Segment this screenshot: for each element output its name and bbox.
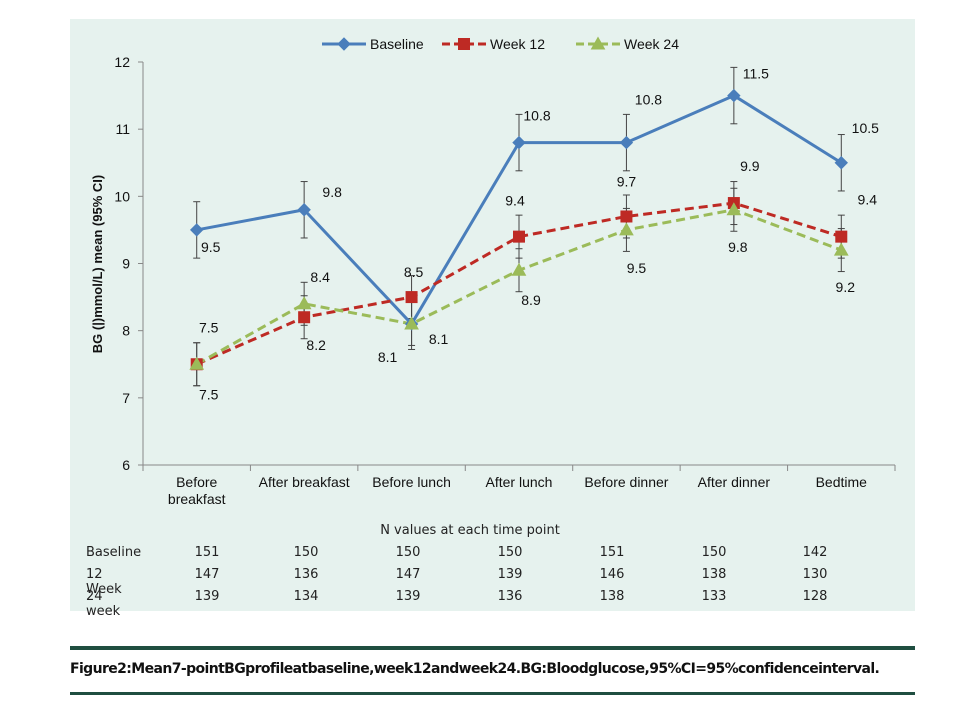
n-table-cell: 136 xyxy=(293,567,319,582)
y-tick-label: 11 xyxy=(115,121,130,137)
baseline-data-point xyxy=(619,135,634,150)
week-12-data-label: 9.4 xyxy=(858,192,878,208)
week-12-data-label: 8.2 xyxy=(306,337,326,353)
x-tick-label: Before lunch xyxy=(372,474,451,490)
legend-week-12-marker xyxy=(458,38,470,50)
caption-top-rule xyxy=(70,646,915,650)
week-12-data-point xyxy=(513,230,525,243)
n-table-cell: 138 xyxy=(599,589,625,604)
week-24-data-label: 8.4 xyxy=(310,269,330,285)
baseline-data-label: 9.5 xyxy=(201,239,221,255)
x-tick-label: Before xyxy=(176,474,217,490)
n-table-cell: 147 xyxy=(395,567,421,582)
legend-week-12-label: Week 12 xyxy=(490,36,545,52)
baseline-data-label: 10.5 xyxy=(852,120,879,136)
week-12-data-label: 9.4 xyxy=(505,193,525,209)
week-24-data-point xyxy=(404,316,419,330)
week-24-data-point xyxy=(296,296,312,310)
figure-caption: Figure2:Mean7-pointBGprofileatbaseline,w… xyxy=(70,661,880,677)
n-table-cell: 150 xyxy=(293,545,319,560)
baseline-data-label: 8.1 xyxy=(378,349,398,365)
week-24-data-point xyxy=(833,242,849,256)
week-24-data-point xyxy=(726,202,742,216)
n-table-cell: 139 xyxy=(194,589,220,604)
y-tick-label: 12 xyxy=(114,54,130,70)
n-table-cell: 150 xyxy=(701,545,727,560)
week-24-data-label: 9.2 xyxy=(836,279,856,295)
week-24-data-point xyxy=(511,262,527,276)
legend-week-24-label: Week 24 xyxy=(624,36,679,52)
legend-baseline-label: Baseline xyxy=(370,36,424,52)
week-24-data-label: 9.5 xyxy=(627,260,647,276)
n-table-cell: 130 xyxy=(802,567,828,582)
week-12-data-point xyxy=(835,230,848,243)
week-12-data-point xyxy=(620,210,633,223)
n-table-cell: 146 xyxy=(599,567,625,582)
n-table-cell: 150 xyxy=(497,545,523,560)
legend-baseline-marker xyxy=(337,37,351,51)
n-table-cell: 150 xyxy=(395,545,421,560)
baseline-data-label: 10.8 xyxy=(523,108,550,124)
n-table-row-label: 24 week xyxy=(86,589,121,619)
n-table-cell: 134 xyxy=(293,589,319,604)
week-12-data-point xyxy=(298,311,311,324)
x-tick-label: Bedtime xyxy=(816,474,868,490)
week-24-data-point xyxy=(619,222,634,236)
figure-panel xyxy=(70,19,915,611)
week-12-data-point xyxy=(405,291,418,304)
baseline-data-point xyxy=(190,223,204,237)
baseline-data-point xyxy=(512,135,526,150)
n-table-cell: 138 xyxy=(701,567,727,582)
y-tick-label: 8 xyxy=(122,323,130,339)
week-12-data-label: 7.5 xyxy=(199,319,219,335)
n-table-cell: 151 xyxy=(194,545,220,560)
n-table-cell: 139 xyxy=(497,567,523,582)
baseline-data-point xyxy=(834,156,848,170)
x-tick-label: After dinner xyxy=(698,474,771,490)
week-24-data-label: 9.8 xyxy=(728,239,748,255)
y-tick-label: 7 xyxy=(122,390,130,406)
baseline-data-point xyxy=(297,203,311,217)
n-table-row-label: 12 Week xyxy=(86,567,122,597)
x-tick-label: breakfast xyxy=(168,491,226,507)
legend-week-24-marker xyxy=(590,36,606,50)
caption-bottom-rule xyxy=(70,692,915,695)
n-table-cell: 136 xyxy=(497,589,523,604)
week-24-data-point xyxy=(189,356,205,370)
y-tick-label: 9 xyxy=(122,256,130,272)
week-24-data-label: 8.1 xyxy=(429,331,449,347)
n-table-cell: 128 xyxy=(802,589,828,604)
n-table-row-label: Baseline xyxy=(86,545,142,560)
n-table-cell: 139 xyxy=(395,589,421,604)
baseline-data-label: 11.5 xyxy=(743,66,769,82)
n-table-title: N values at each time point xyxy=(380,523,560,538)
n-table-cell: 133 xyxy=(701,589,727,604)
x-tick-label: After breakfast xyxy=(259,474,350,490)
x-tick-label: After lunch xyxy=(486,474,553,490)
week-24-data-label: 7.5 xyxy=(199,386,219,402)
n-table-cell: 151 xyxy=(599,545,625,560)
n-table-cell: 147 xyxy=(194,567,220,582)
y-axis-title: BG (|)mmol/L) mean (95% CI) xyxy=(90,175,105,353)
y-tick-label: 10 xyxy=(114,188,130,204)
week-12-data-label: 9.9 xyxy=(740,158,760,174)
week-12-data-label: 9.7 xyxy=(617,173,637,189)
y-tick-label: 6 xyxy=(122,457,130,473)
baseline-data-point xyxy=(727,88,741,103)
baseline-data-label: 10.8 xyxy=(635,92,662,108)
week-24-data-label: 8.9 xyxy=(521,292,541,308)
week-12-data-label: 8.5 xyxy=(404,264,424,280)
n-table-cell: 142 xyxy=(802,545,828,560)
baseline-data-label: 9.8 xyxy=(322,184,342,200)
x-tick-label: Before dinner xyxy=(584,474,668,490)
